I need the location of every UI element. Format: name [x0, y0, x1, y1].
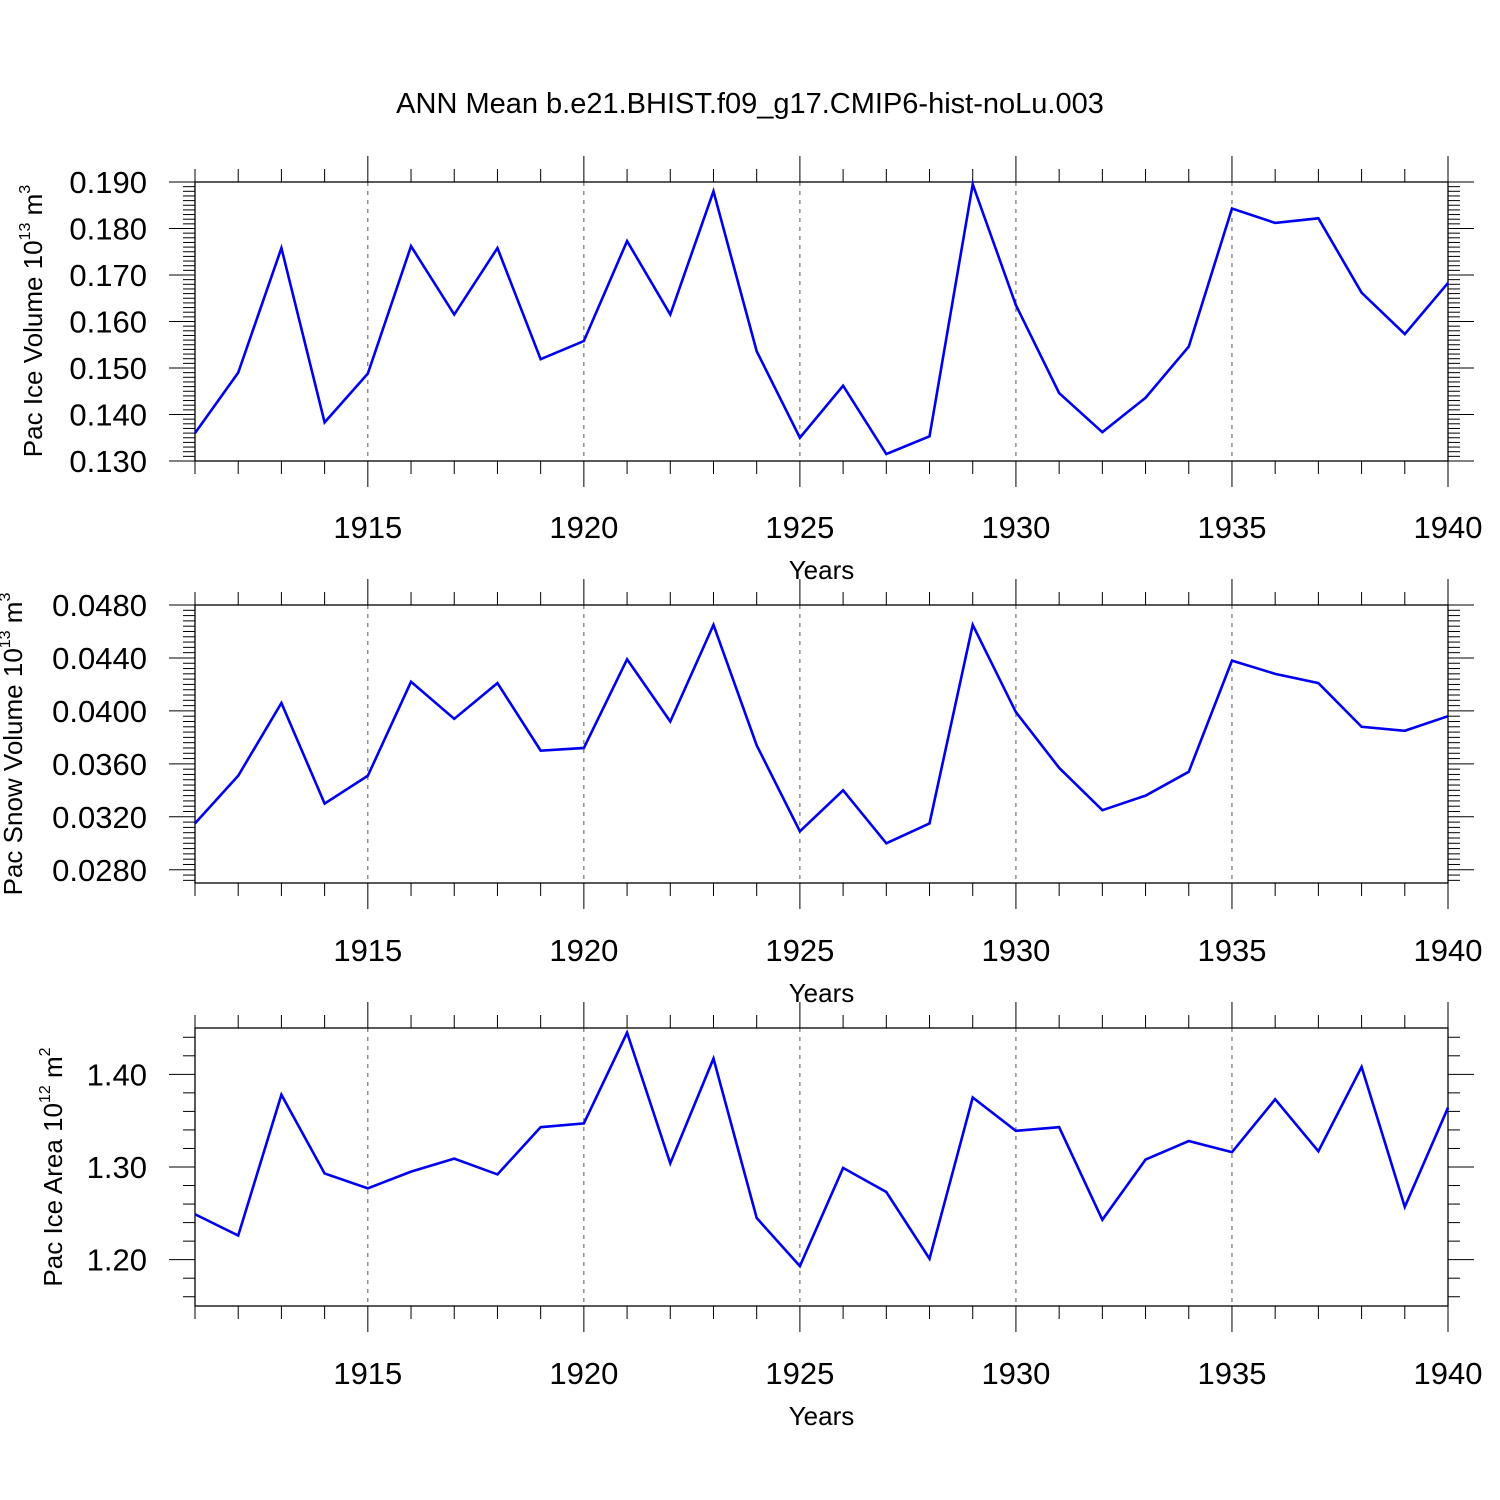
x-tick-label: 1930 [981, 1356, 1050, 1391]
y-tick-label: 0.0480 [52, 588, 147, 623]
x-tick-label: 1940 [1414, 1356, 1483, 1391]
y-axis-label-unit-exponent: 3 [0, 593, 14, 602]
y-tick-label: 0.180 [69, 212, 147, 247]
plot-frame [194, 181, 1449, 462]
y-axis-label-exponent: 13 [17, 222, 34, 240]
y-tick-label: 0.150 [69, 351, 147, 386]
series-line [194, 620, 1449, 845]
y-tick-label: 0.0440 [52, 641, 147, 676]
y-tick-label: 0.190 [69, 165, 147, 200]
x-tick-label: 1915 [333, 933, 402, 968]
y-axis-label-main: Pac Ice Volume 10 [18, 240, 48, 457]
y-axis-label-unit-exponent: 3 [17, 185, 34, 194]
x-tick-label: 1925 [765, 1356, 834, 1391]
y-tick-label: 1.20 [87, 1243, 147, 1278]
x-tick-label: 1920 [549, 510, 618, 545]
y-tick-label: 0.0280 [52, 853, 147, 888]
y-tick-label: 0.0360 [52, 747, 147, 782]
y-axis-label: Pac Snow Volume 1013 m3 [0, 593, 28, 896]
y-axis-label-unit-exponent: 2 [37, 1047, 54, 1056]
x-tick-label: 1920 [549, 933, 618, 968]
y-tick-label: 1.30 [87, 1150, 147, 1185]
x-tick-label: 1930 [981, 933, 1050, 968]
y-axis-label: Pac Ice Area 1012 m2 [37, 1047, 68, 1286]
x-axis-label: Years [789, 1401, 855, 1431]
x-tick-label: 1915 [333, 1356, 402, 1391]
series-line [194, 1029, 1450, 1269]
y-axis-label-main: Pac Ice Area 10 [38, 1103, 68, 1287]
x-tick-label: 1935 [1197, 510, 1266, 545]
x-axis-label: Years [789, 555, 855, 585]
x-tick-label: 1925 [765, 510, 834, 545]
y-tick-label: 0.170 [69, 258, 147, 293]
chart-panel-3: 1.20 1.30 1.40 1915 1920 1925 1930 1935 1940 Year… [37, 1002, 1482, 1431]
x-tick-label: 1935 [1197, 1356, 1266, 1391]
x-tick-label: 1940 [1414, 510, 1483, 545]
x-tick-label: 1940 [1414, 933, 1483, 968]
y-axis-label-unit: m [38, 1056, 68, 1085]
figure-title: ANN Mean b.e21.BHIST.f09_g17.CMIP6-hist-… [396, 88, 1104, 120]
plot-frame [194, 604, 1449, 884]
x-tick-label: 1925 [765, 933, 834, 968]
plot-frame [194, 1027, 1449, 1307]
y-tick-label: 0.140 [69, 398, 147, 433]
y-axis-label-exponent: 12 [37, 1085, 54, 1103]
x-tick-label: 1935 [1197, 933, 1266, 968]
y-axis-label-unit: m [0, 602, 28, 631]
y-axis-label-main: Pac Snow Volume 10 [0, 648, 28, 895]
y-tick-label: 1.40 [87, 1057, 147, 1092]
y-axis-label: Pac Ice Volume 1013 m3 [17, 185, 48, 458]
y-axis-label-exponent: 13 [0, 630, 14, 648]
y-tick-label: 0.160 [69, 305, 147, 340]
y-tick-label: 0.0320 [52, 800, 147, 835]
y-axis-label-unit: m [18, 194, 48, 223]
chart-panel-1: 0.130 0.140 0.150 0.160 0.170 0.180 0.190 1915 1… [17, 156, 1482, 585]
y-tick-label: 0.130 [69, 444, 147, 479]
y-tick-label: 0.0400 [52, 694, 147, 729]
series-line [193, 179, 1449, 456]
x-tick-label: 1920 [549, 1356, 618, 1391]
x-tick-label: 1930 [981, 510, 1050, 545]
chart-panel-2: 0.0280 0.0320 0.0360 0.0400 0.0440 0.0480 1915… [0, 579, 1482, 1008]
x-axis-label: Years [789, 978, 855, 1008]
x-tick-label: 1915 [333, 510, 402, 545]
